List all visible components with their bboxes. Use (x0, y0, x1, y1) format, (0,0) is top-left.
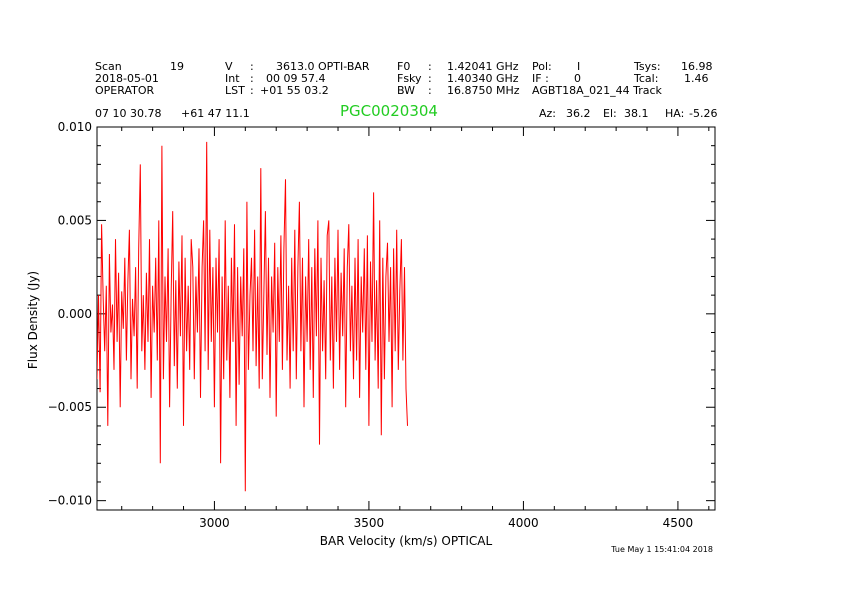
tcal-label: Tcal: (634, 72, 659, 85)
az-label: Az: (539, 107, 557, 120)
project-id: AGBT18A_021_44 Track (532, 84, 662, 97)
x-axis-label: BAR Velocity (km/s) OPTICAL (320, 534, 493, 548)
int-value: 00 09 57.4 (266, 72, 326, 85)
plot-timestamp: Tue May 1 15:41:04 2018 (610, 545, 713, 554)
ra-coordinate: 07 10 30.78 (95, 107, 162, 120)
f0-sep: : (428, 60, 432, 73)
plot-frame (96, 126, 716, 511)
lst-label: LST (225, 84, 245, 97)
pol-value: I (577, 60, 581, 73)
lst-value: +01 55 03.2 (260, 84, 329, 97)
if-value: 0 (574, 72, 581, 85)
fsky-sep: : (428, 72, 432, 85)
x-tick-label: 4500 (663, 516, 694, 530)
axis-ticks (97, 126, 715, 510)
spectrum-trace (97, 141, 408, 492)
x-tick-label: 3500 (354, 516, 385, 530)
velocity-label: V (225, 60, 233, 73)
int-sep: : (250, 72, 254, 85)
bw-sep: : (428, 84, 432, 97)
velocity-value: 3613.0 OPTI-BAR (276, 60, 370, 73)
scan-value: 19 (170, 60, 184, 73)
ha-label: HA: (665, 107, 685, 120)
if-label: IF : (532, 72, 549, 85)
bw-label: BW (397, 84, 416, 97)
x-tick-label: 4000 (508, 516, 539, 530)
el-value: 38.1 (624, 107, 649, 120)
y-tick-label: 0.000 (58, 307, 92, 321)
pol-label: Pol: (532, 60, 552, 73)
dec-coordinate: +61 47 11.1 (181, 107, 250, 120)
source-name: PGC0020304 (340, 102, 438, 120)
y-tick-label: −0.005 (48, 400, 92, 414)
y-tick-label: −0.010 (48, 494, 92, 508)
axis-tick-labels: 3000 3500 4000 4500 0.010 0.005 0.000 −0.005 −0.… (48, 120, 694, 530)
scan-label: Scan (95, 60, 122, 73)
y-tick-label: 0.010 (58, 120, 92, 134)
el-label: El: (603, 107, 617, 120)
bw-value: 16.8750 MHz (447, 84, 520, 97)
f0-value: 1.42041 GHz (447, 60, 519, 73)
operator: OPERATOR (95, 84, 155, 97)
x-tick-label: 3000 (199, 516, 230, 530)
int-label: Int (225, 72, 240, 85)
tcal-value: 1.46 (684, 72, 709, 85)
tsys-value: 16.98 (681, 60, 713, 73)
f0-label: F0 (397, 60, 411, 73)
lst-sep: : (250, 84, 254, 97)
fsky-value: 1.40340 GHz (447, 72, 519, 85)
ha-value: -5.26 (689, 107, 718, 120)
y-tick-label: 0.005 (58, 213, 92, 227)
observation-date: 2018-05-01 (95, 72, 159, 85)
az-value: 36.2 (566, 107, 591, 120)
velocity-sep: : (250, 60, 254, 73)
y-axis-label: Flux Density (Jy) (26, 271, 40, 369)
tsys-label: Tsys: (634, 60, 661, 73)
fsky-label: Fsky (397, 72, 422, 85)
